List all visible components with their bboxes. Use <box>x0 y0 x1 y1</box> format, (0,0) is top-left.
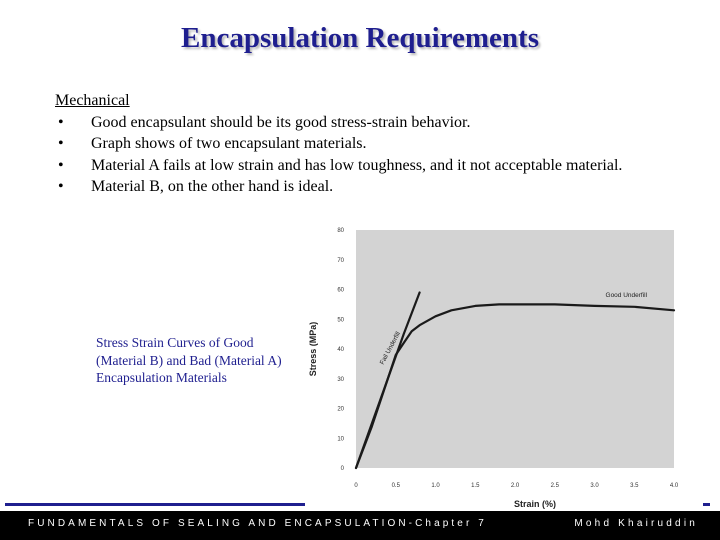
bullet-text: Graph shows of two encapsulant materials… <box>91 135 367 152</box>
y-axis-label: Stress (MPa) <box>308 322 318 377</box>
footer-rule-right <box>703 503 710 506</box>
y-tick-label: 0 <box>341 466 345 472</box>
x-tick-label: 0.5 <box>392 483 401 489</box>
y-tick-label: 80 <box>337 228 344 234</box>
y-tick-label: 30 <box>337 377 344 383</box>
y-tick-label: 50 <box>337 317 344 323</box>
x-tick-label: 1.5 <box>471 483 480 489</box>
bullet-item: • Material A fails at low strain and has… <box>55 155 655 177</box>
bullet-text: Good encapsulant should be its good stre… <box>91 113 471 131</box>
series-label-good: Good Underfill <box>606 292 648 299</box>
bullet-glyph: • <box>58 135 64 152</box>
slide-title: Encapsulation Requirements <box>181 22 539 54</box>
bullet-text: Material B, on the other hand is ideal. <box>91 178 334 195</box>
plot-area <box>356 230 674 468</box>
bullet-glyph: • <box>58 156 64 174</box>
y-tick-label: 60 <box>337 288 344 294</box>
footer-rule-left <box>5 503 305 506</box>
x-tick-label: 3.0 <box>590 483 599 489</box>
bullet-item: • Good encapsulant should be its good st… <box>55 112 655 134</box>
x-tick-label: 4.0 <box>670 483 679 489</box>
y-tick-label: 40 <box>337 347 344 353</box>
bullet-item: • Graph shows of two encapsulant materia… <box>55 133 655 155</box>
section-heading: Mechanical <box>55 92 130 109</box>
y-tick-label: 70 <box>337 258 344 264</box>
footer-author: Mohd Khairuddin <box>574 518 698 529</box>
x-tick-label: 1.0 <box>431 483 440 489</box>
x-tick-label: 2.0 <box>511 483 520 489</box>
x-tick-label: 2.5 <box>551 483 560 489</box>
bullet-glyph: • <box>58 113 64 131</box>
y-tick-label: 10 <box>337 436 344 442</box>
x-tick-label: 0 <box>354 483 358 489</box>
y-tick-label: 20 <box>337 407 344 413</box>
series-line-fail <box>354 291 421 470</box>
x-tick-label: 3.5 <box>630 483 639 489</box>
footer-bar <box>0 511 720 540</box>
footer-course-title: FUNDAMENTALS OF SEALING AND ENCAPSULATIO… <box>28 518 487 529</box>
stress-strain-chart: 0 10 20 30 40 50 60 70 80 0 0.5 1.0 1.5 2.0 2.5 3.0 3.5 4… <box>308 228 679 509</box>
chart-caption: Stress Strain Curves of Good (Material B… <box>96 335 282 385</box>
bullet-text: Material A fails at low strain and has l… <box>91 156 623 174</box>
bullet-glyph: • <box>58 178 64 195</box>
bullet-item: • Material B, on the other hand is ideal… <box>55 176 655 198</box>
slide-body: Mechanical • Good encapsulant should be … <box>55 90 655 198</box>
x-axis-label: Strain (%) <box>514 499 556 509</box>
